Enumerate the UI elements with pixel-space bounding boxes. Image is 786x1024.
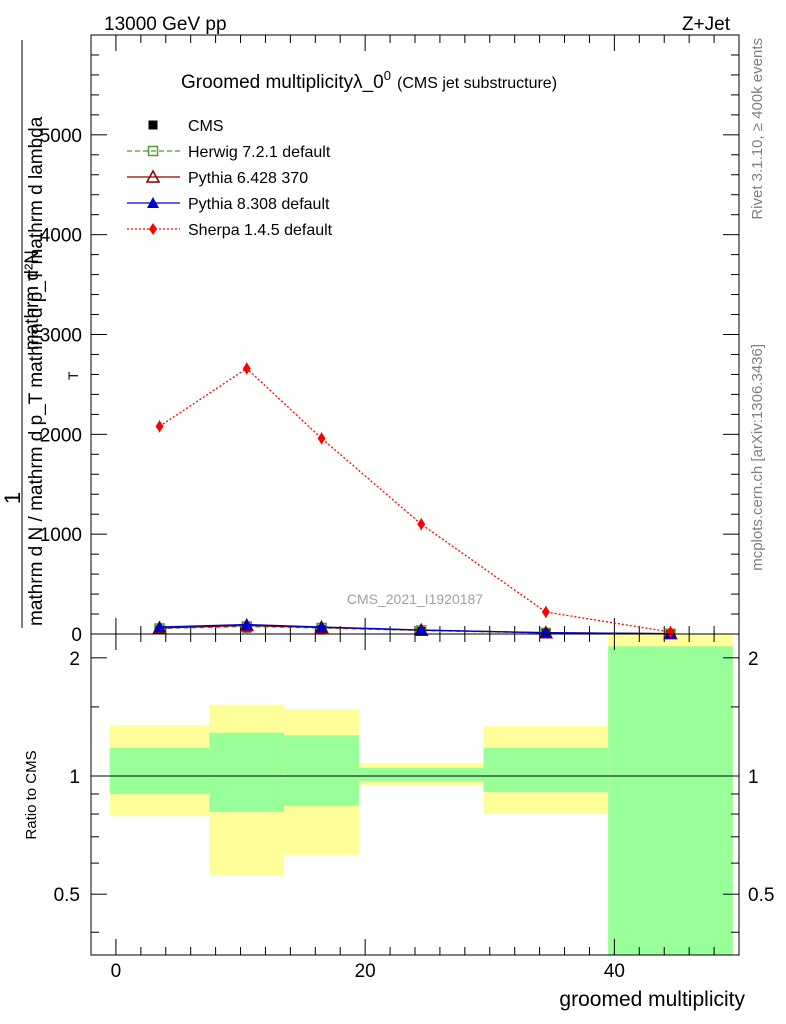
data-point [147,197,159,208]
data-point [539,626,552,638]
data-point [145,169,161,183]
data-point [240,618,253,630]
main-axes: 0 1000 2000 3000 4000 5000 [40,35,739,646]
ratio-band-green [358,767,484,782]
chart-title-suffix: (CMS jet substructure) [397,75,557,92]
y-tick-label: 3000 [40,326,82,347]
ratio-tick-label-left: 0.5 [54,885,80,906]
legend-label: Pythia 6.428 370 [188,170,308,187]
x-tick-label: 20 [355,961,376,982]
series-line [159,623,671,635]
ratio-axes: 0.5 0.51 12 20 20 40 [54,634,774,982]
ratio-bands [91,634,739,955]
legend: CMS Herwig 7.2.1 default Pythia 6.428 370 P… [127,118,333,239]
data-point [415,624,428,636]
x-tick-label: 40 [604,961,625,982]
legend-entry: Pythia 8.308 default [127,196,330,213]
x-axis-label: groomed multiplicity [559,988,745,1011]
data-point [417,518,426,531]
series-layer [152,362,678,640]
rivet-label: Rivet 3.1.10, ≥ 400k events [749,38,766,220]
legend-entry: Sherpa 1.4.5 default [127,222,333,239]
ratio-tick-label-left: 2 [69,649,80,670]
chart-title: Groomed multiplicityλ_00 (CMS jet substru… [181,68,557,93]
ratio-band-green [209,732,285,812]
data-point [155,420,164,433]
ratio-band-green [483,747,609,793]
y-tick-label: 0 [71,625,82,646]
chart-title-main: Groomed multiplicityλ_0 [181,72,384,93]
header-right: Z+Jet [682,14,731,35]
y-tick-label: 4000 [40,226,82,247]
data-point [153,621,166,633]
main-ylabel: 1 mathrm d²N T mathrm d N / mathrm d p_T… [0,40,81,628]
legend-entry: CMS [148,118,224,135]
ylabel-numerator: mathrm d²N [22,250,43,350]
ylabel-bottom: mathrm d N / mathrm d p_T mathrm d p_T m… [26,116,47,626]
header-left: 13000 GeV pp [104,14,227,35]
ratio-ylabel: Ratio to CMS [23,750,40,839]
ratio-band-green [284,735,359,806]
legend-label: CMS [188,118,224,135]
ratio-band-green [109,747,210,794]
y-tick-label: 1000 [40,525,82,546]
ratio-tick-label-right: 1 [748,767,759,788]
y-tick-label: 2000 [40,425,82,446]
ratio-tick-label-right: 2 [748,649,759,670]
ratio-frame [90,633,740,956]
x-tick-label: 0 [111,961,122,982]
ylabel-top: 1 [0,492,25,504]
series-sherpa-1-4-5-default [155,362,675,639]
chart-title-sup: 0 [384,68,391,83]
legend-label: Herwig 7.2.1 default [188,144,331,161]
legend-label: Sherpa 1.4.5 default [188,222,333,239]
data-point [317,432,326,445]
series-line [159,367,671,633]
data-point [148,120,158,130]
ylabel-sub: T [65,371,81,380]
data-point [315,621,328,633]
data-point [541,606,550,619]
ratio-tick-label-right: 0.5 [748,885,774,906]
data-point [242,362,251,375]
ratio-band-green [608,646,733,955]
analysis-label: CMS_2021_I1920187 [347,591,483,607]
data-point [147,145,159,157]
legend-entry: Herwig 7.2.1 default [127,144,331,161]
data-point [149,223,157,235]
ratio-tick-label-left: 1 [69,767,80,788]
legend-entry: Pythia 6.428 370 [127,169,308,187]
mcplots-label: mcplots.cern.ch [arXiv:1306.3436] [749,344,766,571]
y-tick-label: 5000 [40,126,82,147]
legend-label: Pythia 8.308 default [188,196,330,213]
data-point [666,626,675,639]
